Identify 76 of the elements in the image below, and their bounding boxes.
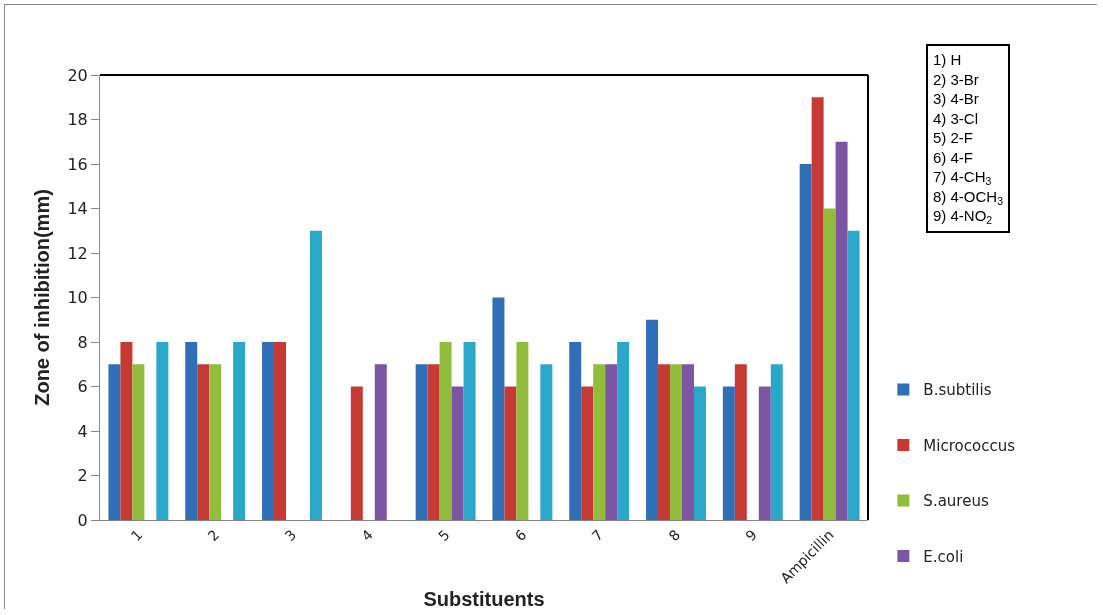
bar (593, 364, 606, 520)
bar (847, 230, 860, 520)
bar (451, 386, 464, 520)
y-tick-label: 18 (67, 110, 88, 130)
bar (108, 364, 121, 520)
x-tick-label: 7 (588, 526, 607, 545)
text: 9) 4-NO$_{2}$ (933, 207, 993, 227)
bar (835, 141, 848, 520)
bar (233, 342, 246, 520)
y-tick-label: 6 (77, 377, 88, 397)
y-tick-label: 10 (67, 288, 88, 308)
x-tick-label: 5 (435, 526, 453, 545)
bar (427, 364, 440, 520)
bar (658, 364, 671, 520)
bar (770, 364, 783, 520)
bar (823, 208, 836, 520)
bar (569, 342, 582, 520)
bar (156, 342, 169, 520)
bar (120, 342, 133, 520)
y-tick-label: 4 (77, 421, 88, 441)
bar (734, 364, 747, 520)
bar (581, 386, 594, 520)
text: 8) 4-OCH$_{3}$ (933, 187, 1004, 207)
bar (132, 364, 145, 520)
bar (197, 364, 210, 520)
bar (617, 342, 630, 520)
text: 4) 3-Cl (933, 109, 979, 127)
x-tick-label: 6 (511, 526, 530, 545)
bar (185, 342, 198, 520)
bar (262, 342, 275, 520)
x-tick-label: 4 (358, 526, 376, 545)
text: 1) H (933, 51, 962, 68)
bar (463, 342, 476, 520)
y-axis-title: Zone of inhibition(mm) (30, 189, 53, 406)
bar (274, 342, 287, 520)
bar (811, 97, 824, 520)
bar (758, 386, 771, 520)
bar (516, 342, 529, 520)
text: 2) 3-Br (933, 70, 979, 88)
x-axis-title: Substituents (423, 588, 545, 610)
bar (209, 364, 222, 520)
x-tick-label: 1 (127, 526, 146, 545)
legend-label: E.coli (923, 547, 964, 566)
x-tick-label: 3 (281, 526, 300, 545)
text: 7) 4-CH$_{3}$ (933, 168, 992, 188)
x-tick-label: 8 (665, 526, 684, 545)
y-tick-label: 16 (67, 154, 88, 174)
bar (646, 319, 659, 520)
y-tick-label: 20 (67, 65, 88, 85)
bar (504, 386, 517, 520)
y-tick-label: 14 (67, 199, 88, 219)
bar (605, 364, 618, 520)
bar (681, 364, 694, 520)
y-tick-label: 8 (77, 332, 88, 352)
bar (722, 386, 735, 520)
y-tick-label: 12 (67, 243, 88, 263)
bar (415, 364, 428, 520)
y-tick-label: 0 (77, 510, 88, 530)
text: 3) 4-Br (933, 90, 979, 107)
y-tick-label: 2 (77, 466, 88, 486)
bar (670, 364, 682, 520)
bar (540, 364, 553, 520)
bar (374, 364, 387, 520)
bar (309, 230, 322, 520)
text: 5) 2-F (933, 129, 974, 146)
x-tick-label: 9 (742, 526, 760, 545)
bar (492, 297, 505, 520)
legend-label: Micrococcus (923, 436, 1016, 455)
bar (693, 386, 706, 520)
legend-label: B.subtilis (923, 381, 992, 400)
bar (439, 342, 452, 520)
bar (350, 386, 363, 520)
bar (799, 164, 812, 520)
legend-label: S.aureus (923, 492, 989, 511)
x-tick-label: 2 (204, 526, 223, 545)
text: 6) 4-F (933, 148, 974, 166)
